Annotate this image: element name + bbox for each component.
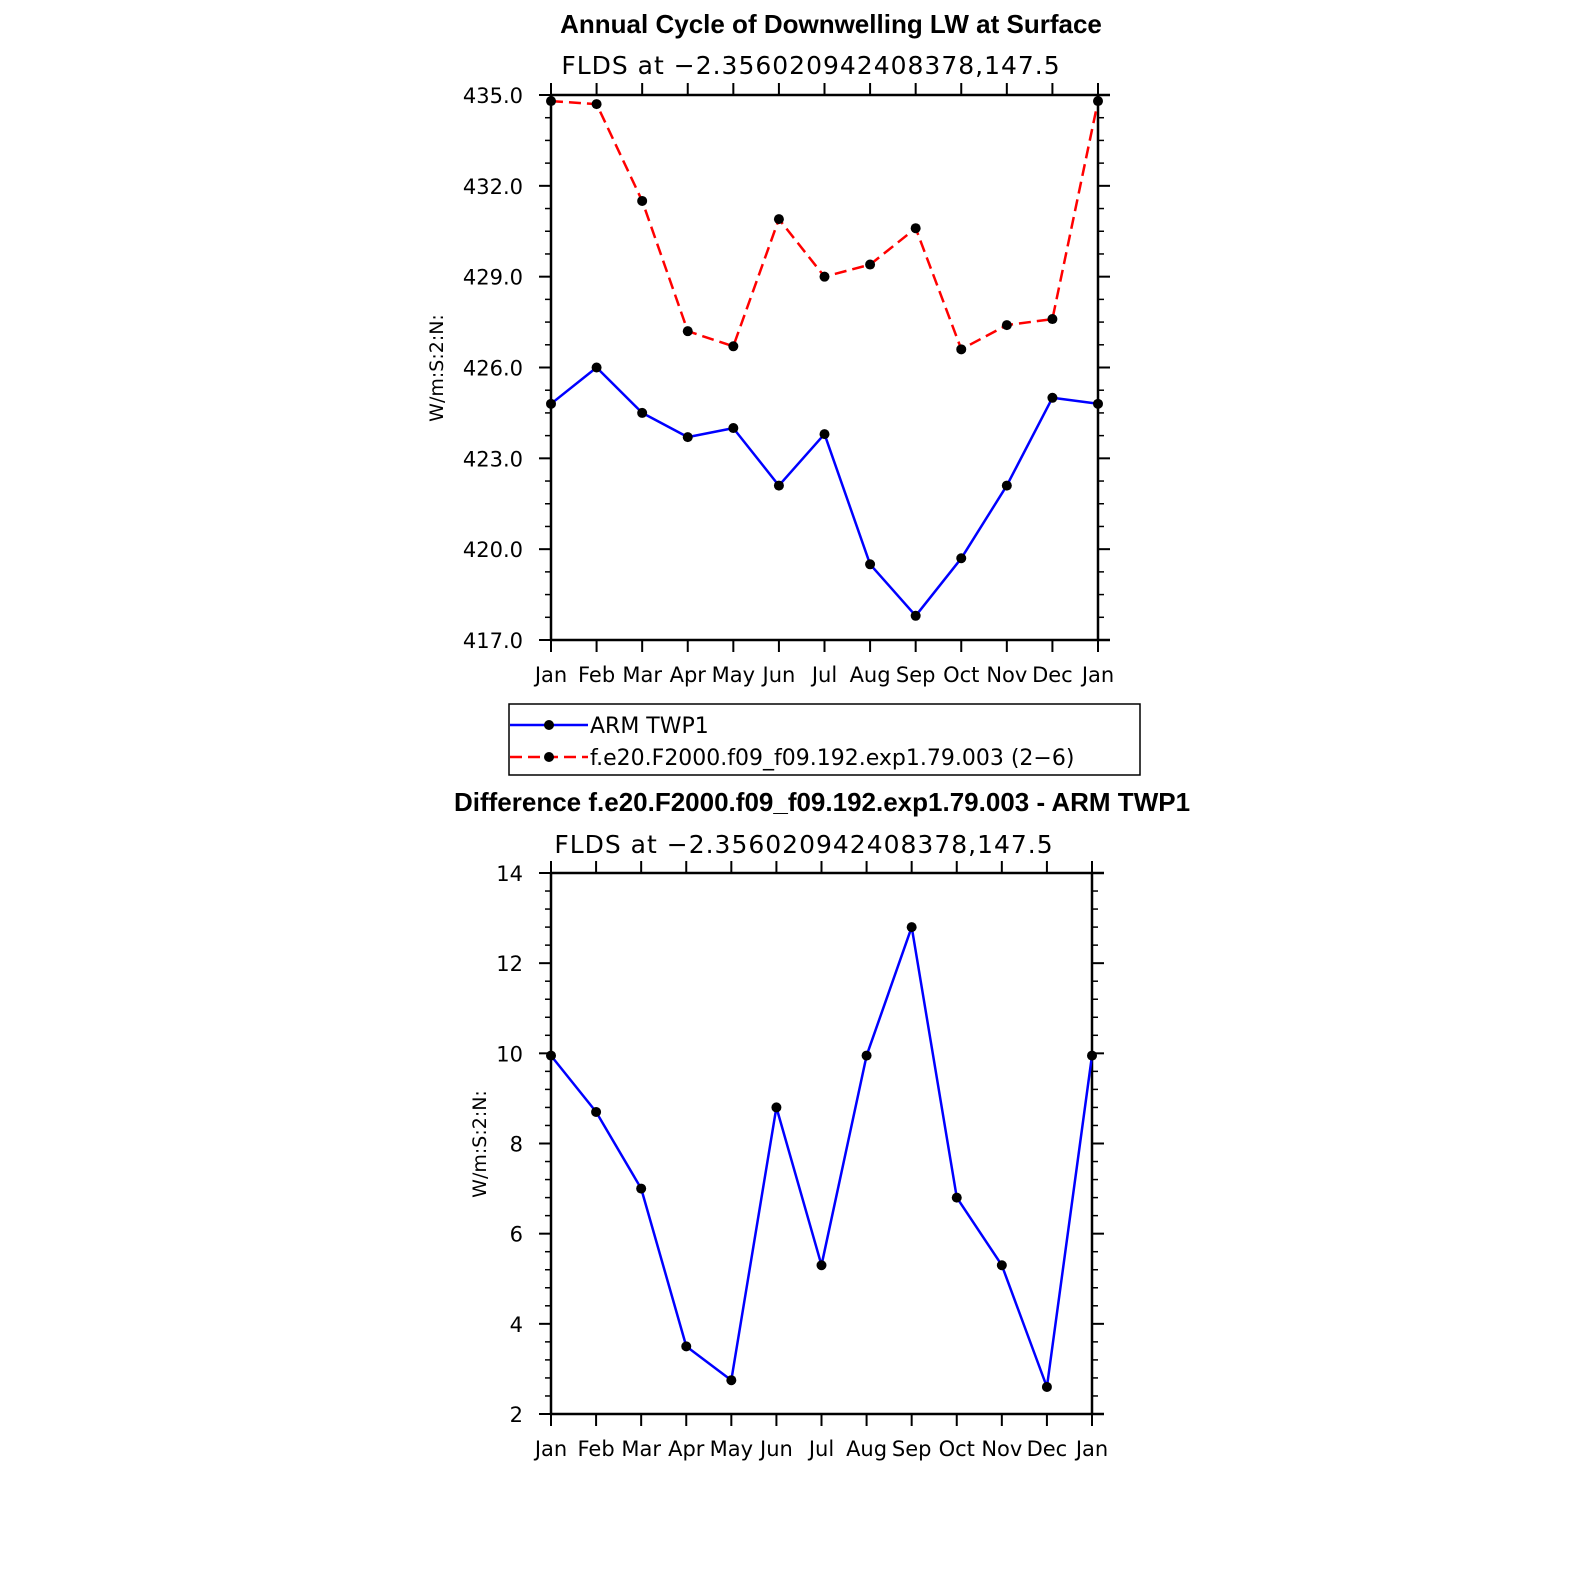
data-point	[951, 1192, 962, 1203]
x-tick-label: Mar	[622, 663, 662, 687]
y-tick-label: 417.0	[463, 629, 523, 653]
data-point	[1093, 398, 1103, 409]
x-tick-label: Dec	[1027, 1437, 1068, 1461]
legend-marker-arm	[544, 720, 554, 730]
y-axis-label: W/m:S:2:N:	[426, 314, 448, 422]
data-point	[816, 1260, 827, 1271]
data-point	[591, 362, 602, 373]
data-point	[726, 1375, 737, 1386]
series-line-0	[550, 925, 1094, 1389]
y-tick-label: 435.0	[463, 84, 523, 108]
legend-box	[508, 703, 1141, 776]
data-point	[682, 432, 693, 443]
data-point	[728, 423, 739, 434]
data-point	[1001, 320, 1012, 331]
x-tick-label: Aug	[850, 663, 891, 687]
x-tick-label: Nov	[981, 1437, 1022, 1461]
data-point	[637, 407, 648, 418]
y-tick-label: 4	[510, 1313, 523, 1337]
y-tick-label: 8	[510, 1133, 523, 1157]
x-tick-label: Jun	[758, 1437, 793, 1461]
x-tick-label: Feb	[578, 663, 615, 687]
data-point	[591, 99, 602, 110]
x-tick-label: Jan	[1080, 663, 1114, 687]
y-axis-label: W/m:S:2:N:	[469, 1090, 491, 1198]
plot-area: Jan Feb Mar Apr May Jun Jul Aug Sep Oct Nov Dec Jan 4…	[463, 83, 1114, 687]
plot-area: Jan Feb Mar Apr May Jun Jul Aug Sep Oct Nov Dec Jan2…	[496, 861, 1108, 1461]
data-point	[773, 214, 784, 225]
data-point	[637, 195, 648, 206]
data-point	[906, 922, 917, 933]
chart-title: Difference f.e20.F2000.f09_f09.192.exp1.…	[454, 787, 1190, 817]
difference-chart: Difference f.e20.F2000.f09_f09.192.exp1.…	[454, 787, 1190, 1461]
x-tick-label: Sep	[892, 1437, 932, 1461]
x-tick-label: Jan	[1074, 1437, 1108, 1461]
data-point	[819, 429, 830, 440]
data-point	[728, 341, 739, 352]
data-point	[996, 1260, 1007, 1271]
y-tick-label: 426.0	[463, 357, 523, 381]
x-tick-label: May	[712, 663, 755, 687]
data-point	[682, 326, 693, 337]
data-point	[546, 96, 556, 107]
x-tick-label: Sep	[896, 663, 936, 687]
x-tick-label: Jun	[761, 663, 796, 687]
legend: ARM TWP1 f.e20.F2000.f09_f09.192.exp1.79…	[508, 703, 1141, 776]
data-point	[910, 223, 921, 234]
y-tick-label: 14	[496, 862, 523, 886]
x-tick-label: Mar	[621, 1437, 661, 1461]
data-point	[546, 1050, 556, 1061]
data-point	[1047, 392, 1058, 403]
x-tick-label: Jan	[533, 663, 567, 687]
y-tick-label: 432.0	[463, 175, 523, 199]
series-line-0	[550, 366, 1099, 618]
x-tick-label: Apr	[668, 1437, 705, 1461]
chart-subtitle: FLDS at −2.356020942408378,147.5	[561, 51, 1060, 80]
data-point	[636, 1183, 647, 1194]
data-point	[681, 1341, 692, 1352]
data-point	[865, 259, 876, 270]
data-point	[956, 553, 967, 564]
x-tick-label: Jul	[807, 1437, 834, 1461]
y-tick-label: 420.0	[463, 538, 523, 562]
data-point	[771, 1102, 782, 1113]
chart-title: Annual Cycle of Downwelling LW at Surfac…	[560, 9, 1102, 39]
data-point	[1047, 314, 1058, 325]
data-point	[819, 271, 830, 282]
y-tick-label: 10	[496, 1042, 523, 1066]
data-point	[1041, 1381, 1052, 1392]
data-point	[591, 1106, 602, 1117]
x-tick-label: Oct	[939, 1437, 975, 1461]
x-tick-label: Oct	[943, 663, 979, 687]
x-tick-label: Feb	[577, 1437, 614, 1461]
data-point	[773, 480, 784, 491]
x-tick-label: Dec	[1032, 663, 1073, 687]
y-tick-label: 423.0	[463, 447, 523, 471]
annual-cycle-chart: Annual Cycle of Downwelling LW at Surfac…	[426, 9, 1114, 687]
data-point	[910, 610, 921, 621]
x-tick-label: Apr	[670, 663, 707, 687]
x-tick-label: Aug	[846, 1437, 887, 1461]
x-tick-label: May	[710, 1437, 753, 1461]
chart-subtitle: FLDS at −2.356020942408378,147.5	[554, 830, 1053, 859]
x-tick-label: Jul	[810, 663, 837, 687]
data-point	[956, 344, 967, 355]
x-tick-label: Nov	[986, 663, 1027, 687]
legend-marker-model	[544, 752, 554, 762]
x-tick-label: Jan	[533, 1437, 567, 1461]
y-tick-label: 429.0	[463, 266, 523, 290]
data-point	[1087, 1050, 1097, 1061]
data-point	[546, 398, 556, 409]
data-point	[865, 559, 876, 570]
series-line-1	[550, 99, 1100, 351]
data-point	[861, 1050, 872, 1061]
data-point	[1001, 480, 1012, 491]
y-tick-label: 2	[510, 1403, 523, 1427]
legend-label-arm: ARM TWP1	[590, 714, 709, 739]
data-point	[1093, 96, 1103, 107]
y-tick-label: 12	[496, 952, 523, 976]
legend-label-model: f.e20.F2000.f09_f09.192.exp1.79.003 (2−6…	[590, 746, 1074, 771]
y-tick-label: 6	[510, 1223, 523, 1247]
